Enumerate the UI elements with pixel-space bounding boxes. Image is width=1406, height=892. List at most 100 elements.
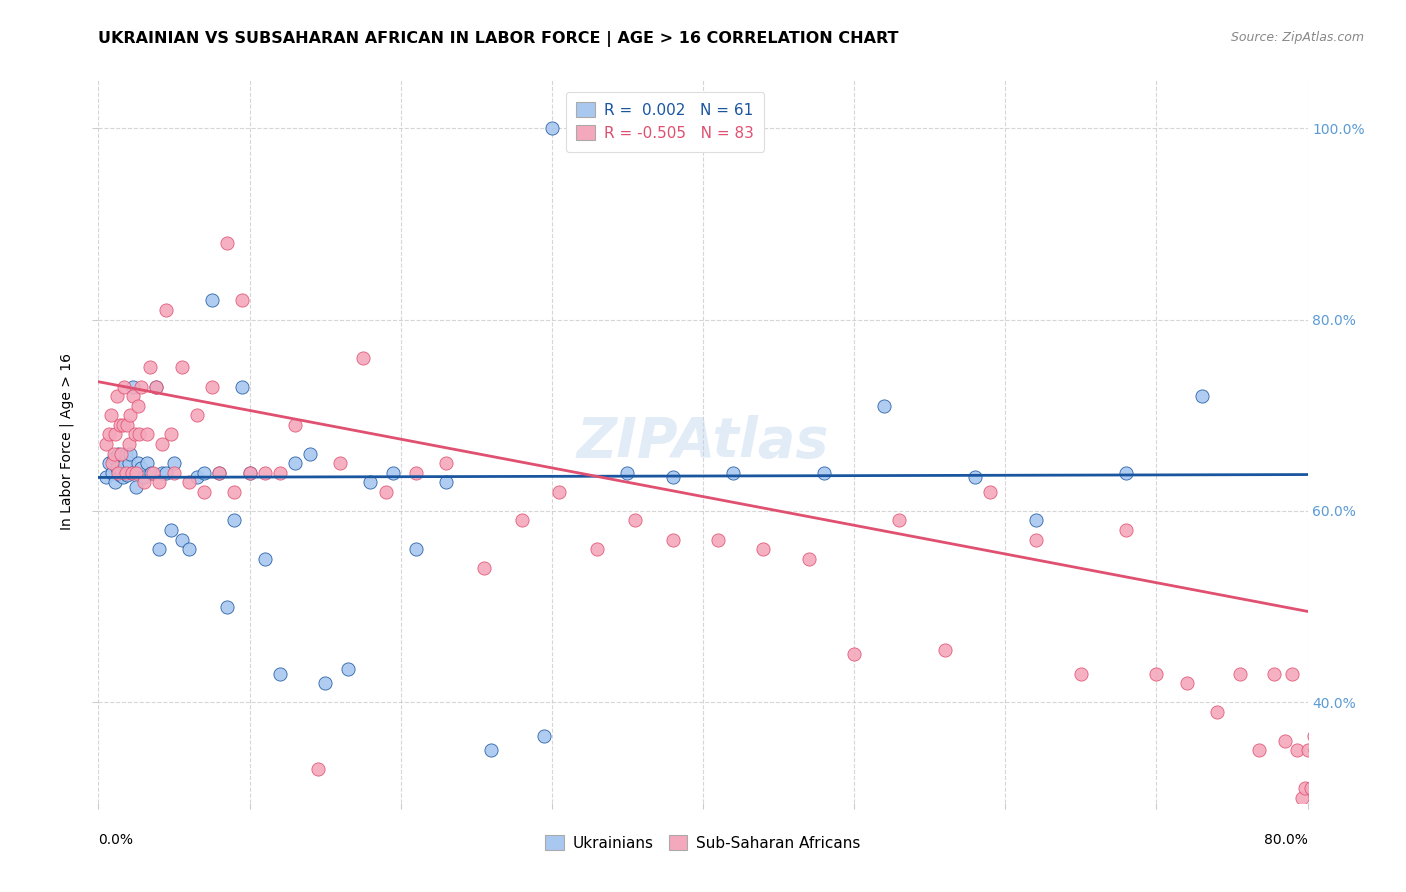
Point [103,451,125,466]
Point [1285,743,1308,757]
Point [163,456,186,470]
Y-axis label: In Labor Force | Age > 16: In Labor Force | Age > 16 [59,353,75,530]
Point [115,417,138,432]
Text: 80.0%: 80.0% [1264,833,1308,847]
Point [145,379,167,393]
Point [215,599,238,614]
Point [844,648,866,662]
Point [1296,743,1319,757]
Point [112,379,135,393]
Point [253,551,276,566]
Point [208,466,231,480]
Point [127,399,149,413]
Point [121,466,143,480]
Point [103,446,125,460]
Point [193,466,215,480]
Point [239,466,262,480]
Point [405,542,427,557]
Point [121,466,143,480]
Point [374,484,396,499]
Point [139,360,162,375]
Point [163,466,186,480]
Point [1294,781,1316,796]
Point [472,561,495,575]
Point [360,475,382,490]
Point [110,446,132,460]
Point [112,458,135,472]
Point [1070,666,1092,681]
Point [1263,666,1285,681]
Point [382,466,405,480]
Point [105,461,128,475]
Point [101,466,124,480]
Point [101,456,124,470]
Point [108,467,131,482]
Point [329,456,352,470]
Point [1115,466,1137,480]
Point [239,466,262,480]
Point [98,427,121,442]
Point [155,302,177,317]
Point [1303,743,1326,757]
Point [104,427,127,442]
Point [510,514,533,528]
Point [110,464,132,478]
Point [269,666,291,681]
Point [94,437,117,451]
Point [481,743,503,757]
Point [269,466,291,480]
Point [120,408,142,422]
Point [1274,733,1296,747]
Point [1206,705,1229,719]
Point [135,427,157,442]
Point [1229,666,1251,681]
Point [114,466,136,480]
Point [616,466,638,480]
Point [125,480,148,494]
Point [193,484,215,499]
Point [122,389,145,403]
Point [132,470,155,484]
Point [752,542,775,557]
Point [813,466,835,480]
Point [120,446,142,460]
Point [548,484,571,499]
Point [1144,666,1167,681]
Point [723,466,745,480]
Point [661,470,683,484]
Point [586,542,609,557]
Point [352,351,374,365]
Point [1191,389,1213,403]
Point [129,461,152,475]
Point [186,408,208,422]
Point [284,417,307,432]
Legend: Ukrainians, Sub-Saharan Africans: Ukrainians, Sub-Saharan Africans [536,826,870,860]
Point [1302,729,1324,743]
Point [707,533,730,547]
Point [150,466,173,480]
Point [142,466,165,480]
Text: UKRAINIAN VS SUBSAHARAN AFRICAN IN LABOR FORCE | AGE > 16 CORRELATION CHART: UKRAINIAN VS SUBSAHARAN AFRICAN IN LABOR… [98,31,898,47]
Point [155,466,177,480]
Text: 0.0%: 0.0% [98,833,134,847]
Point [208,466,231,480]
Point [104,475,127,490]
Point [336,662,359,676]
Point [107,466,129,480]
Point [873,399,896,413]
Text: ZIPAtlas: ZIPAtlas [576,415,830,468]
Point [1175,676,1198,690]
Point [135,456,157,470]
Point [284,456,307,470]
Point [201,379,224,393]
Point [889,514,911,528]
Text: Source: ZipAtlas.com: Source: ZipAtlas.com [1230,31,1364,45]
Point [1024,533,1046,547]
Point [434,475,457,490]
Point [179,542,201,557]
Point [540,121,562,136]
Point [145,379,167,393]
Point [186,470,208,484]
Point [201,293,224,308]
Point [114,449,136,463]
